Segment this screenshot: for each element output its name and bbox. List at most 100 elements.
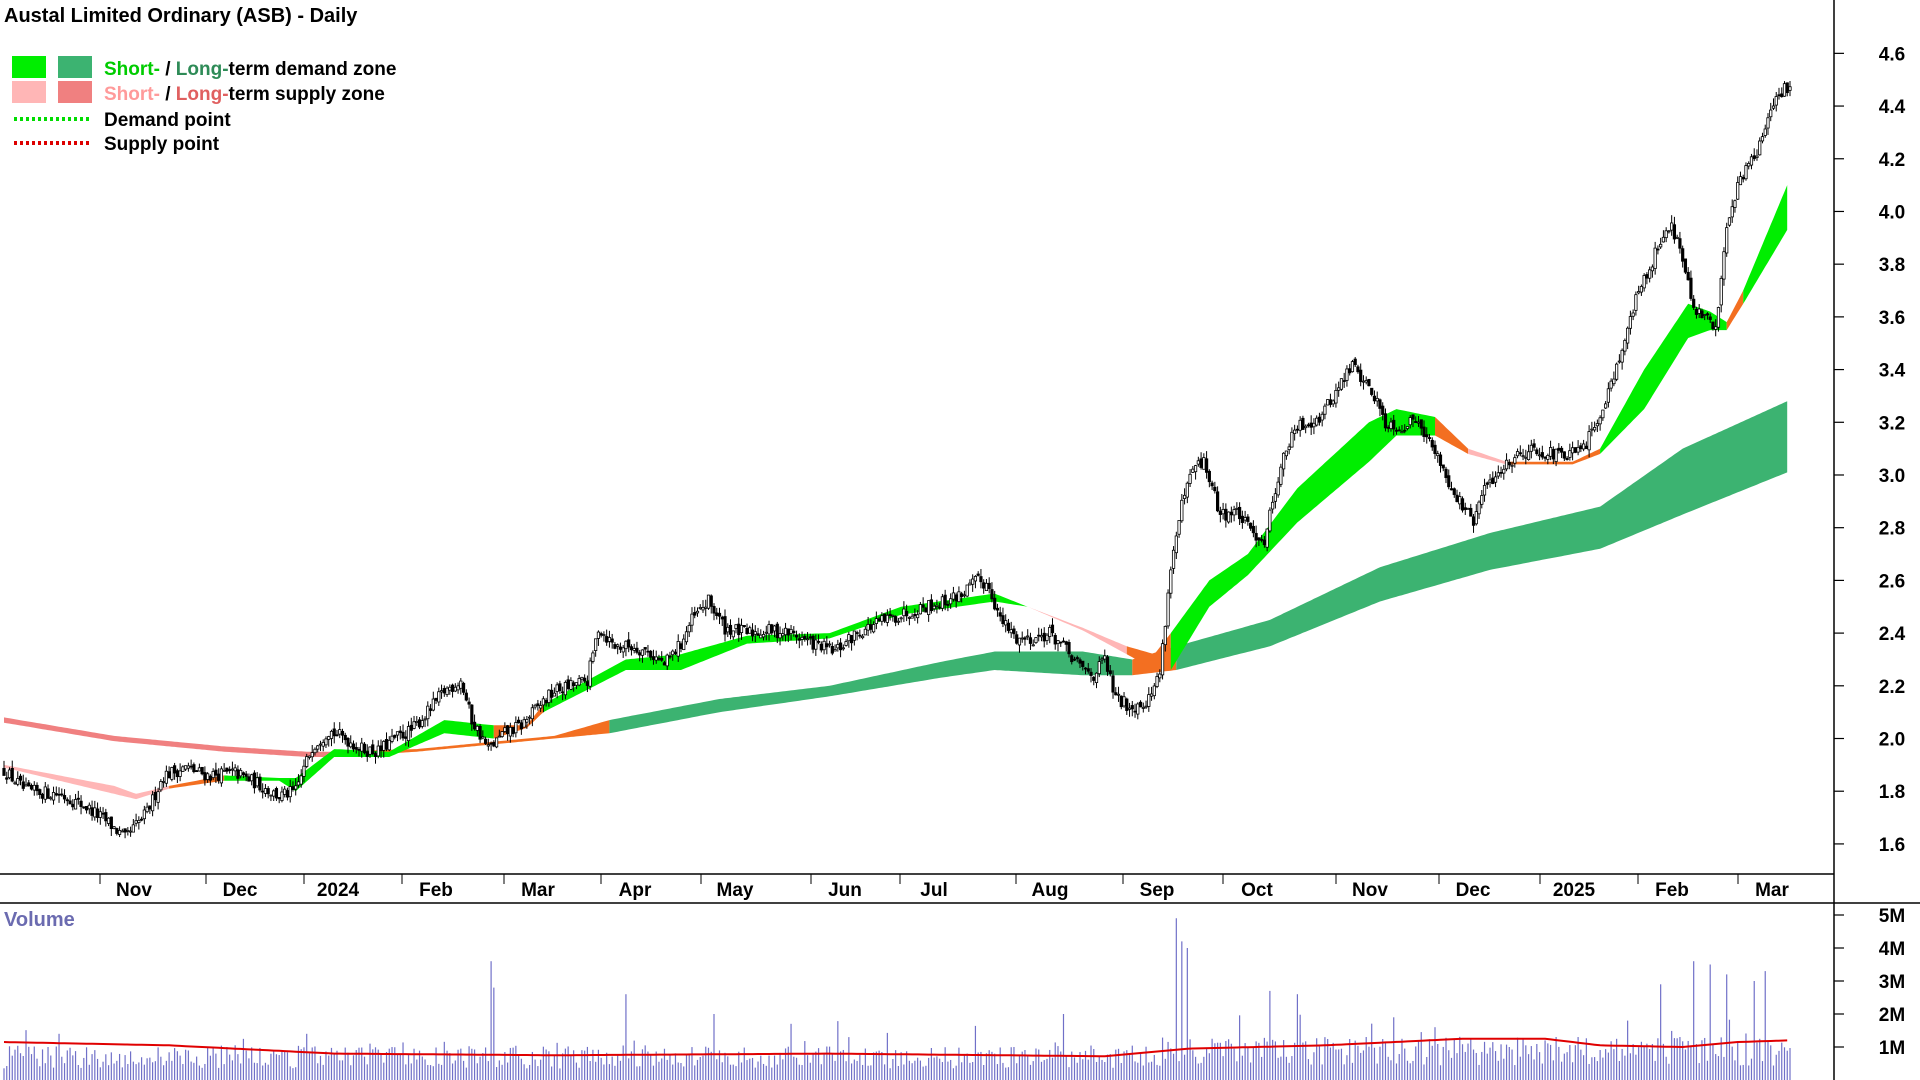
candle-body (1389, 421, 1393, 429)
candle-body (965, 584, 969, 597)
candle-body (51, 792, 56, 801)
candle (1582, 439, 1586, 452)
candle-body (935, 604, 939, 607)
candle-body (951, 592, 956, 600)
candle-body (772, 625, 777, 632)
candle-body (918, 604, 922, 615)
candle (1667, 229, 1671, 234)
candle (349, 735, 353, 749)
legend-item-supply-point: Supply point (104, 134, 220, 155)
candle-body (1328, 399, 1333, 405)
candle (605, 629, 609, 646)
candle (1675, 234, 1679, 240)
y-tick-label: 4.2 (1879, 150, 1905, 171)
candle (274, 786, 279, 801)
y-tick-label: 2.6 (1879, 571, 1905, 592)
candle-body (624, 640, 628, 650)
candle-body (946, 604, 950, 606)
candle-body (1078, 659, 1082, 664)
candle-body (1474, 511, 1478, 525)
candle (1028, 632, 1033, 650)
candle (822, 638, 826, 655)
candle (916, 610, 920, 624)
candle-body (1463, 507, 1467, 510)
candle-body (483, 738, 488, 744)
candle (1133, 703, 1137, 718)
candle (40, 792, 45, 804)
candle-body (1769, 109, 1773, 118)
candle (1326, 399, 1330, 406)
candle (1339, 378, 1344, 391)
candle (1048, 624, 1052, 644)
candle (272, 789, 276, 802)
candle-body (164, 770, 168, 784)
candle-body (1466, 507, 1470, 510)
y-tick-label: 1.6 (1879, 835, 1905, 856)
volume-tick-label: 1M (1879, 1038, 1905, 1059)
candle (858, 629, 862, 639)
candle (1609, 378, 1613, 392)
candle (288, 779, 292, 803)
candle (1160, 639, 1165, 680)
candle (1127, 702, 1132, 717)
chart-title: Austal Limited Ordinary (ASB) - Daily (4, 5, 358, 27)
candle (1375, 391, 1379, 407)
candle (1067, 639, 1071, 658)
candle (1243, 510, 1247, 524)
candle (1758, 137, 1762, 156)
candle (1199, 452, 1203, 470)
short-term-zone-segment-9 (1468, 448, 1507, 465)
candle (993, 590, 997, 611)
candle-body (1072, 658, 1077, 661)
candle (1535, 447, 1539, 456)
candle-body (905, 610, 909, 617)
candle (186, 762, 190, 772)
candle-body (1059, 641, 1063, 644)
candle (1215, 486, 1220, 513)
candle (1648, 266, 1652, 283)
candle (324, 736, 328, 749)
candle-body (1414, 420, 1418, 424)
candle-body (588, 660, 592, 687)
candle-body (690, 613, 694, 626)
candle-body (602, 634, 606, 637)
candle-body (921, 604, 925, 608)
candle (329, 729, 334, 747)
legend-item-demand-zone: Short- / Long-term demand zone (104, 59, 396, 80)
candle-body (778, 633, 782, 639)
candle-body (1370, 387, 1374, 395)
candle-body (789, 628, 793, 634)
candle (208, 774, 212, 786)
candle-body (825, 643, 829, 648)
candle-body (492, 741, 496, 747)
candle (71, 799, 75, 811)
candle (1736, 176, 1740, 201)
candle (841, 644, 845, 651)
candle-body (836, 644, 840, 649)
candle-body (1158, 673, 1162, 679)
candle-body (852, 630, 856, 641)
candle-body (101, 812, 105, 815)
candle-body (10, 768, 14, 782)
candle-body (1766, 117, 1770, 129)
candle (1760, 132, 1765, 144)
candle-body (470, 704, 474, 725)
candle-body (1780, 93, 1784, 98)
candle-body (1458, 496, 1462, 505)
candle (1466, 507, 1470, 510)
candle (1334, 383, 1338, 408)
candle (525, 716, 529, 729)
candle-body (693, 612, 697, 616)
candle-body (1188, 473, 1192, 484)
candle (624, 640, 628, 657)
candle (1752, 148, 1756, 162)
candle-body (1419, 419, 1423, 429)
candle-body (1471, 516, 1476, 526)
candle-body (217, 773, 221, 781)
candle-body (1196, 460, 1200, 465)
candle-body (960, 593, 964, 597)
candle (715, 607, 719, 620)
candle (687, 622, 691, 638)
candle-body (1719, 277, 1723, 306)
candle-body (1232, 509, 1236, 516)
